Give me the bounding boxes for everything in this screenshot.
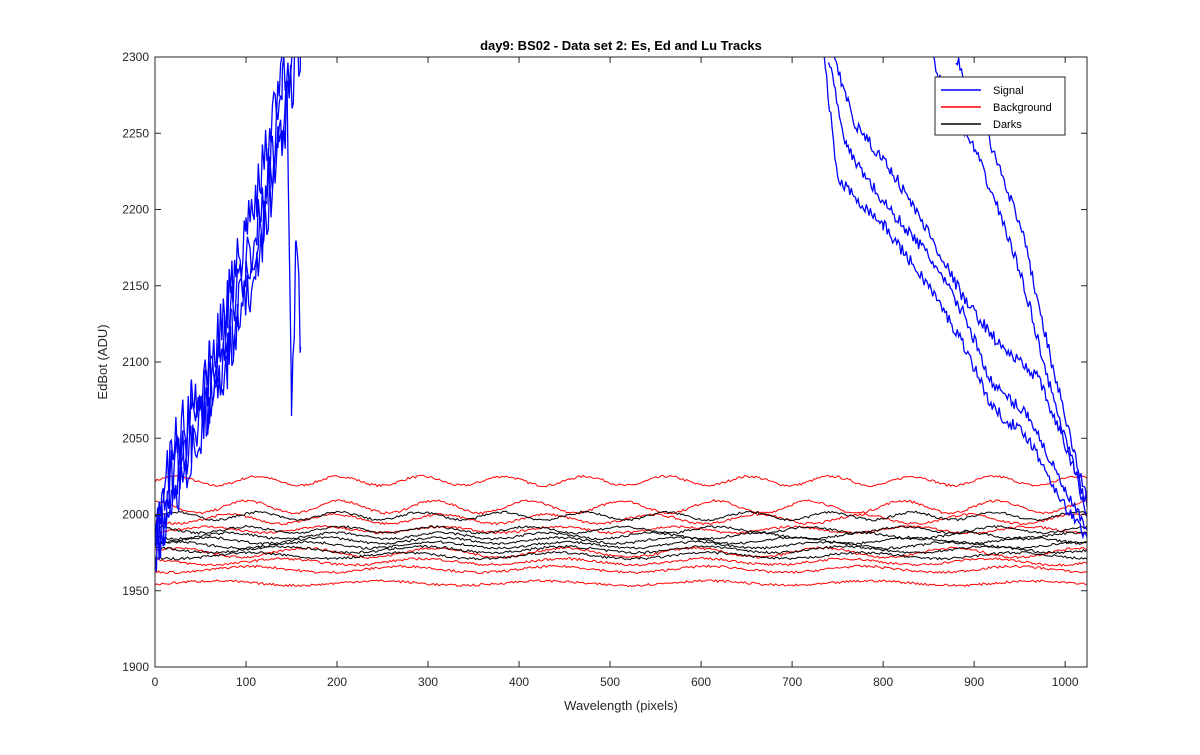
x-tick-label: 600 [691, 675, 711, 689]
darks-trace-5 [155, 540, 1087, 550]
x-tick-label: 1000 [1052, 675, 1079, 689]
legend-box [934, 76, 1066, 136]
y-tick-label: 2200 [122, 203, 149, 217]
y-tick-label: 1900 [122, 660, 149, 674]
background-trace-7 [155, 564, 1087, 575]
background-trace-2 [155, 499, 1087, 515]
plot-area [155, 57, 1087, 588]
x-tick-label: 500 [600, 675, 620, 689]
signal-trace-4 [155, 78, 302, 572]
darks-trace-6 [155, 544, 1087, 555]
background-trace-6 [155, 557, 1087, 567]
x-tick-label: 300 [418, 675, 438, 689]
background-trace-4 [155, 525, 1087, 535]
darks-trace-1 [155, 510, 1087, 522]
y-tick-label: 2300 [122, 50, 149, 64]
y-tick-label: 1950 [122, 584, 149, 598]
x-tick-label: 400 [509, 675, 529, 689]
legend: Signal Background Darks [934, 76, 1066, 136]
background-trace-1 [155, 474, 1087, 488]
signal-trace-6 [827, 62, 1087, 531]
x-tick-label: 900 [964, 675, 984, 689]
x-tick-label: 0 [152, 675, 159, 689]
signal-trace-5 [823, 57, 1087, 540]
darks-trace-3 [155, 530, 1087, 541]
x-axis-label: Wavelength (pixels) [564, 698, 678, 713]
x-tick-label: 800 [873, 675, 893, 689]
y-tick-label: 2150 [122, 279, 149, 293]
legend-label-signal: Signal [993, 85, 1024, 97]
y-tick-label: 2250 [122, 126, 149, 140]
x-tick-label: 100 [236, 675, 256, 689]
background-trace-8 [155, 579, 1087, 588]
y-tick-label: 2000 [122, 508, 149, 522]
darks-trace-4 [155, 535, 1087, 546]
plot-frame [154, 56, 1088, 668]
darks-trace-2 [155, 524, 1087, 535]
x-tick-label: 200 [327, 675, 347, 689]
legend-label-darks: Darks [993, 119, 1022, 131]
axis-ticks: 0 100 200 300 400 500 600 700 800 900 1000 1900 1950… [122, 50, 1087, 689]
y-tick-label: 2050 [122, 431, 149, 445]
chart-title: day9: BS02 - Data set 2: Es, Ed and Lu T… [480, 38, 762, 53]
x-tick-label: 700 [782, 675, 802, 689]
darks-trace-7 [155, 550, 1087, 561]
legend-label-background: Background [993, 102, 1052, 114]
signal-trace-3 [155, 57, 283, 546]
y-axis-label: EdBot (ADU) [95, 324, 110, 399]
y-tick-label: 2100 [122, 355, 149, 369]
signal-trace-7 [833, 57, 1087, 518]
